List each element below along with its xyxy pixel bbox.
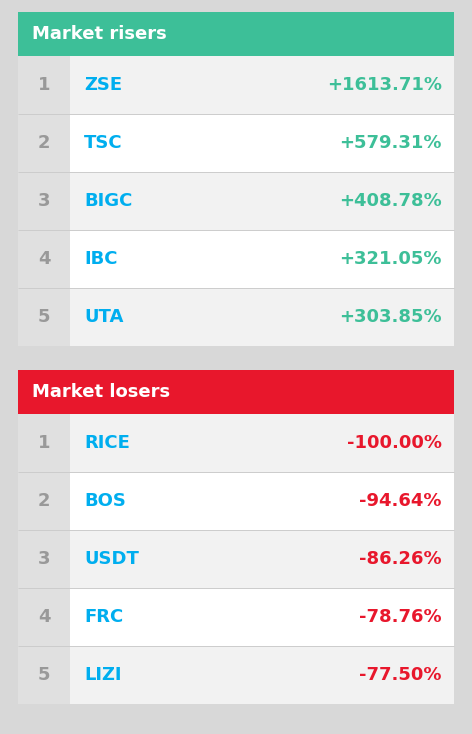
Text: -100.00%: -100.00% [347, 434, 442, 452]
Bar [18, 172, 70, 230]
Text: 1: 1 [38, 76, 50, 94]
Bar [18, 370, 454, 414]
Bar [18, 12, 454, 56]
Text: -86.26%: -86.26% [359, 550, 442, 568]
Text: RICE: RICE [84, 434, 130, 452]
Text: 4: 4 [38, 250, 50, 268]
Bar [18, 56, 70, 114]
Text: 5: 5 [38, 666, 50, 684]
Bar [18, 414, 70, 472]
Bar [18, 230, 454, 288]
Text: BOS: BOS [84, 492, 126, 510]
Text: Market risers: Market risers [32, 25, 167, 43]
Bar [18, 172, 454, 230]
Text: -94.64%: -94.64% [360, 492, 442, 510]
Text: BIGC: BIGC [84, 192, 132, 210]
Text: -78.76%: -78.76% [359, 608, 442, 626]
Bar [18, 230, 70, 288]
Bar [18, 588, 454, 646]
Bar [18, 414, 454, 472]
Text: 5: 5 [38, 308, 50, 326]
Text: -77.50%: -77.50% [360, 666, 442, 684]
Bar [18, 472, 70, 530]
Text: UTA: UTA [84, 308, 123, 326]
Text: Market losers: Market losers [32, 383, 170, 401]
Bar [18, 114, 454, 172]
Bar [18, 12, 454, 346]
Text: 2: 2 [38, 492, 50, 510]
Text: 2: 2 [38, 134, 50, 152]
Bar [18, 530, 70, 588]
Bar [18, 288, 70, 346]
Text: 1: 1 [38, 434, 50, 452]
Bar [18, 472, 454, 530]
Text: +1613.71%: +1613.71% [327, 76, 442, 94]
Text: USDT: USDT [84, 550, 139, 568]
Text: 3: 3 [38, 550, 50, 568]
Text: LIZI: LIZI [84, 666, 121, 684]
Text: 4: 4 [38, 608, 50, 626]
Text: +579.31%: +579.31% [339, 134, 442, 152]
Text: +408.78%: +408.78% [339, 192, 442, 210]
Bar [18, 114, 70, 172]
Text: TSC: TSC [84, 134, 123, 152]
Text: +321.05%: +321.05% [339, 250, 442, 268]
Bar [18, 588, 70, 646]
Bar [18, 288, 454, 346]
Bar [18, 646, 454, 704]
Bar [18, 56, 454, 114]
Text: 3: 3 [38, 192, 50, 210]
Text: FRC: FRC [84, 608, 123, 626]
Bar [18, 530, 454, 588]
Bar [18, 370, 454, 704]
Bar [18, 646, 70, 704]
Text: ZSE: ZSE [84, 76, 122, 94]
Text: +303.85%: +303.85% [339, 308, 442, 326]
Text: IBC: IBC [84, 250, 118, 268]
